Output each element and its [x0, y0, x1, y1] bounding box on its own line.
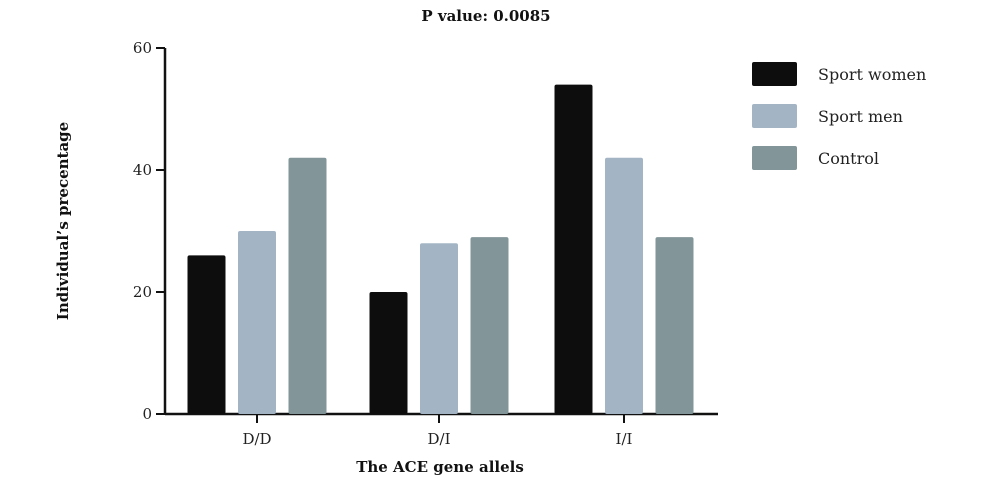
bar-sport-women-i-i [554, 84, 593, 414]
legend-label-sport-women: Sport women [818, 65, 926, 84]
chart-title: P value: 0.0085 [421, 7, 550, 25]
y-tick-label: 60 [133, 39, 152, 57]
legend-swatch-sport-men [752, 104, 797, 128]
legend-swatch-control [752, 146, 797, 170]
y-tick-labels: 0 20 40 60 [133, 39, 152, 423]
y-tick-label: 20 [133, 283, 152, 301]
legend-label-sport-men: Sport men [818, 107, 903, 126]
bar-sport-men-d-i [420, 243, 458, 414]
y-axis-label: Individual’s precentage [54, 122, 72, 320]
bar-control-d-d [288, 157, 327, 415]
legend-swatch-sport-women [752, 62, 797, 86]
x-tick-label: D/I [427, 430, 450, 448]
bar-control-d-i [470, 237, 509, 414]
y-tick-label: 0 [142, 405, 152, 423]
legend-label-control: Control [818, 149, 879, 168]
x-tick-label: D/D [242, 430, 271, 448]
bar-sport-men-i-i [605, 157, 643, 415]
bar-sport-men-d-d [238, 231, 276, 414]
legend: Sport women Sport men Control [752, 62, 926, 170]
x-tick-label: I/I [616, 430, 633, 448]
bar-sport-women-d-i [369, 292, 408, 414]
x-axis-label: The ACE gene allels [356, 458, 524, 476]
y-tick-label: 40 [133, 161, 152, 179]
bar-control-i-i [655, 237, 694, 414]
bars [187, 84, 694, 415]
x-tick-labels: D/D D/I I/I [242, 430, 632, 448]
bar-sport-women-d-d [187, 255, 226, 414]
